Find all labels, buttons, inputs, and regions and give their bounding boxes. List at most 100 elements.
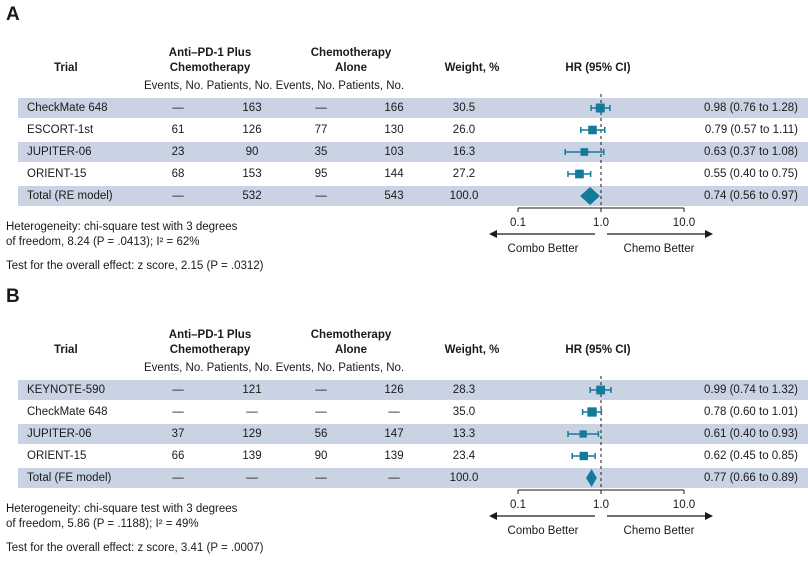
- weight-cell: 28.3: [452, 384, 476, 396]
- col-subheader: Events, No. Patients, No. Events, No. Pa…: [144, 362, 405, 374]
- combo-patients-cell: 126: [242, 124, 262, 136]
- x-tick-label: 10.0: [673, 499, 695, 511]
- table-row: ORIENT-15 66 139 90 139 23.4 0.62 (0.45 to 0.8…: [18, 446, 808, 466]
- heterogeneity-line-2: of freedom, 5.86 (P = .1188); I² = 49%: [6, 518, 199, 530]
- x-tick-label: 0.1: [510, 217, 526, 229]
- combo-patients-cell: —: [246, 406, 258, 418]
- chemo-events-cell: —: [315, 190, 327, 202]
- trial-name: JUPITER-06: [27, 428, 92, 440]
- x-tick-label: 0.1: [510, 499, 526, 511]
- forest-panel-b: B Trial Anti–PD-1 Plus Chemotherapy Chemoth…: [0, 282, 808, 562]
- combo-events-cell: 61: [171, 124, 185, 136]
- weight-cell: 100.0: [449, 472, 479, 484]
- col-header-weight: Weight, %: [444, 344, 500, 356]
- combo-events-cell: 68: [171, 168, 185, 180]
- col-header-weight: Weight, %: [444, 62, 500, 74]
- chemo-patients-cell: 144: [384, 168, 404, 180]
- combo-events-cell: —: [172, 190, 184, 202]
- hr-ci-text: 0.78 (0.60 to 1.01): [704, 406, 798, 418]
- col-header-trial: Trial: [54, 62, 78, 74]
- trial-name: CheckMate 648: [27, 102, 108, 114]
- chemo-patients-cell: 103: [384, 146, 404, 158]
- overall-effect-note: Test for the overall effect: z score, 2.…: [6, 260, 264, 272]
- hr-point: [588, 125, 597, 135]
- hr-point: [595, 103, 605, 113]
- col-header-hr: HR (95% CI): [565, 344, 631, 356]
- chemo-patients-cell: 543: [384, 190, 404, 202]
- combo-events-cell: 66: [171, 450, 185, 462]
- panel-letter: A: [6, 4, 20, 25]
- chemo-events-cell: 56: [314, 428, 328, 440]
- table-row: JUPITER-06 37 129 56 147 13.3 0.61 (0.40 to 0.…: [18, 424, 808, 444]
- combo-events-cell: —: [172, 102, 184, 114]
- col-header-combo: Anti–PD-1 Plus Chemotherapy: [168, 329, 252, 356]
- hr-point: [579, 430, 587, 438]
- favors-right-arrowhead: [705, 512, 713, 520]
- table-row: ESCORT-1st 61 126 77 130 26.0 0.79 (0.57 to 1.…: [18, 120, 808, 140]
- weight-cell: 100.0: [449, 190, 479, 202]
- table-row: JUPITER-06 23 90 35 103 16.3 0.63 (0.37 to 1.0…: [18, 142, 808, 162]
- x-tick-label: 1.0: [593, 217, 609, 229]
- summary-row: Total (RE model) — 532 — 543 100.0 0.74 (0.56 …: [18, 186, 808, 206]
- favors-right-label: Chemo Better: [624, 243, 695, 255]
- hr-ci-text: 0.61 (0.40 to 0.93): [704, 428, 798, 440]
- chemo-events-cell: 90: [314, 450, 328, 462]
- summary-diamond: [580, 187, 600, 205]
- hr-ci-text: 0.79 (0.57 to 1.11): [704, 124, 798, 136]
- trial-name: Total (FE model): [27, 472, 112, 484]
- combo-patients-cell: 139: [242, 450, 262, 462]
- chemo-events-cell: 77: [314, 124, 328, 136]
- table-row: CheckMate 648 — — — — 35.0 0.78 (0.60 to 1.01): [18, 402, 808, 422]
- weight-cell: 13.3: [452, 428, 476, 440]
- favors-left-label: Combo Better: [508, 525, 579, 537]
- col-header-combo: Anti–PD-1 Plus Chemotherapy: [168, 47, 252, 74]
- combo-events-cell: 37: [171, 428, 185, 440]
- hr-point: [580, 148, 589, 156]
- hr-point: [596, 385, 606, 395]
- weight-cell: 16.3: [452, 146, 476, 158]
- col-header-chemo: Chemotherapy Alone: [310, 329, 392, 356]
- chemo-patients-cell: 147: [384, 428, 404, 440]
- combo-events-cell: —: [172, 384, 184, 396]
- weight-cell: 23.4: [452, 450, 476, 462]
- hr-ci-text: 0.98 (0.76 to 1.28): [704, 102, 798, 114]
- trial-name: KEYNOTE-590: [27, 384, 105, 396]
- chemo-patients-cell: 126: [384, 384, 404, 396]
- weight-cell: 26.0: [452, 124, 476, 136]
- trial-name: CheckMate 648: [27, 406, 108, 418]
- hr-ci-text: 0.63 (0.37 to 1.08): [704, 146, 798, 158]
- weight-cell: 27.2: [452, 168, 476, 180]
- combo-patients-cell: 163: [242, 102, 262, 114]
- chemo-patients-cell: —: [388, 406, 400, 418]
- hr-point: [587, 407, 597, 417]
- weight-cell: 30.5: [452, 102, 476, 114]
- table-row: KEYNOTE-590 — 121 — 126 28.3 0.99 (0.74 to 1.3…: [18, 380, 808, 400]
- hr-point: [579, 451, 588, 461]
- col-header-chemo: Chemotherapy Alone: [310, 47, 392, 74]
- favors-right-arrowhead: [705, 230, 713, 238]
- chemo-patients-cell: 130: [384, 124, 404, 136]
- chemo-events-cell: —: [315, 406, 327, 418]
- summary-row: Total (FE model) — — — — 100.0 0.77 (0.66 to 0…: [18, 468, 808, 488]
- forest-plot: 0.1 1.0 10.0 Combo Better Chemo Better: [489, 94, 713, 255]
- hr-ci-text: 0.77 (0.66 to 0.89): [704, 472, 798, 484]
- favors-left-arrowhead: [489, 512, 497, 520]
- col-subheader: Events, No. Patients, No. Events, No. Pa…: [144, 80, 405, 92]
- combo-patients-cell: —: [246, 472, 258, 484]
- hr-ci-text: 0.55 (0.40 to 0.75): [704, 168, 798, 180]
- combo-patients-cell: 532: [242, 190, 262, 202]
- combo-events-cell: —: [172, 406, 184, 418]
- col-header-hr: HR (95% CI): [565, 62, 631, 74]
- weight-cell: 35.0: [452, 406, 476, 418]
- x-tick-label: 1.0: [593, 499, 609, 511]
- trial-name: ESCORT-1st: [27, 124, 94, 136]
- chemo-events-cell: 35: [314, 146, 328, 158]
- combo-patients-cell: 153: [242, 168, 262, 180]
- favors-right-label: Chemo Better: [624, 525, 695, 537]
- trial-name: JUPITER-06: [27, 146, 92, 158]
- overall-effect-note: Test for the overall effect: z score, 3.…: [6, 542, 264, 554]
- favors-left-label: Combo Better: [508, 243, 579, 255]
- chemo-patients-cell: —: [388, 472, 400, 484]
- combo-patients-cell: 90: [245, 146, 259, 158]
- x-tick-label: 10.0: [673, 217, 695, 229]
